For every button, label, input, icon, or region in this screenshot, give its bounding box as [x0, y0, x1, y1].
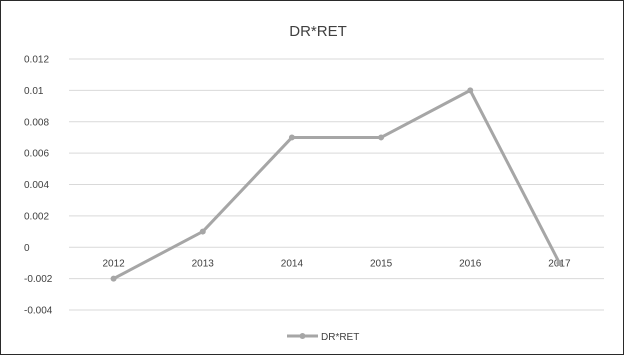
y-axis-ticks: 0.012 0.01 0.008 0.006 0.004 0.002 0 -0.002 -0.0… — [24, 55, 53, 317]
y-tick-label: 0.01 — [24, 86, 44, 97]
series-line — [112, 88, 561, 280]
data-point — [378, 134, 385, 141]
legend: DR*RET — [287, 332, 359, 343]
x-tick-label: 2012 — [102, 258, 125, 269]
grid-lines — [69, 58, 604, 311]
series-group — [110, 87, 563, 282]
x-tick-label: 2016 — [459, 258, 482, 269]
y-tick-label: -0.004 — [24, 306, 53, 317]
y-tick-label: 0.008 — [24, 117, 49, 128]
x-tick-label: 2013 — [192, 258, 215, 269]
y-tick-label: 0.006 — [24, 149, 49, 160]
x-tick-label: 2014 — [281, 258, 304, 269]
y-tick-label: 0.012 — [24, 55, 49, 66]
data-point — [288, 134, 295, 141]
data-point — [199, 228, 206, 235]
legend-point-marker — [299, 333, 306, 339]
x-tick-label: 2015 — [370, 258, 393, 269]
y-tick-label: -0.002 — [24, 274, 53, 285]
data-point — [467, 87, 474, 94]
y-tick-label: 0.002 — [24, 211, 49, 222]
data-point — [110, 275, 117, 282]
chart-title: DR*RET — [289, 23, 347, 40]
legend-label: DR*RET — [321, 332, 359, 343]
x-axis-ticks: 201220132014201520162017 — [102, 258, 571, 269]
data-point — [556, 259, 563, 266]
y-tick-label: 0 — [24, 243, 30, 254]
y-tick-label: 0.004 — [24, 180, 49, 191]
